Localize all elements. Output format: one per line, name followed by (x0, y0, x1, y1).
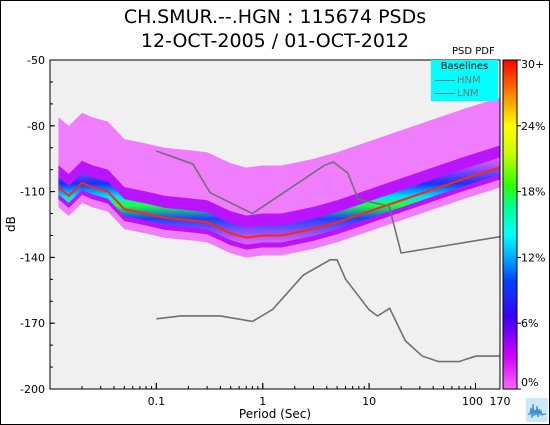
chart-title-line2: 12-OCT-2005 / 01-OCT-2012 (140, 30, 410, 52)
y-tick-label: -50 (27, 54, 45, 67)
colorbar-gradient (502, 59, 518, 390)
legend-item-lnm: LNM (435, 88, 479, 99)
colorbar-tick-label: 12% (521, 251, 545, 264)
pdf-mode-line (57, 166, 500, 239)
plot-border (49, 59, 501, 390)
baseline-lines (156, 150, 500, 363)
y-tick-label: -140 (20, 251, 45, 264)
colorbar-title: PSD PDF (452, 46, 495, 57)
y-axis-label: dB (4, 216, 18, 232)
legend-label-hnm: HNM (457, 75, 481, 86)
y-tick-label: -170 (20, 317, 45, 330)
colorbar-tick-label: 0% (521, 376, 538, 389)
colorbar: 30+ 24% 18% 12% 6% 0% (502, 58, 545, 390)
legend-label-lnm: LNM (457, 88, 479, 99)
x-axis-ticks: 0.1 1 10 100 170 (49, 383, 511, 408)
y-tick-label: -110 (20, 186, 45, 199)
logo-icon (526, 398, 548, 422)
chart-title-line1: CH.SMUR.--.HGN : 115674 PSDs (123, 6, 427, 28)
colorbar-tick-label: 30+ (521, 58, 544, 71)
y-tick-label: -80 (27, 120, 45, 133)
pdf-density-layer (57, 97, 500, 258)
colorbar-tick-label: 6% (521, 317, 538, 330)
pdf-core-band (58, 157, 500, 245)
x-tick-label: 1 (259, 395, 266, 408)
plot-area: 0.1 1 10 100 170 -50 -80 -110 -140 -170 -200 Peri… (4, 54, 511, 421)
colorbar-tick-label: 18% (521, 186, 545, 199)
lnm-swatch (435, 93, 455, 94)
x-tick-label: 170 (490, 395, 511, 408)
hnm-swatch (435, 80, 455, 81)
x-axis-label: Period (Sec) (239, 407, 311, 421)
hnm-line (156, 150, 500, 254)
legend-item-hnm: HNM (435, 75, 481, 86)
lnm-line (156, 259, 500, 363)
x-tick-label: 10 (362, 395, 376, 408)
y-axis-ticks: -50 -80 -110 -140 -170 -200 (20, 54, 55, 396)
x-tick-label: 0.1 (148, 395, 166, 408)
y-tick-label: -200 (20, 383, 45, 396)
baselines-legend: Baselines HNM LNM (431, 60, 498, 101)
colorbar-ticks: 30+ 24% 18% 12% 6% 0% (517, 58, 545, 390)
legend-title: Baselines (440, 61, 489, 72)
colorbar-tick-label: 24% (521, 120, 545, 133)
x-tick-label: 100 (462, 395, 483, 408)
